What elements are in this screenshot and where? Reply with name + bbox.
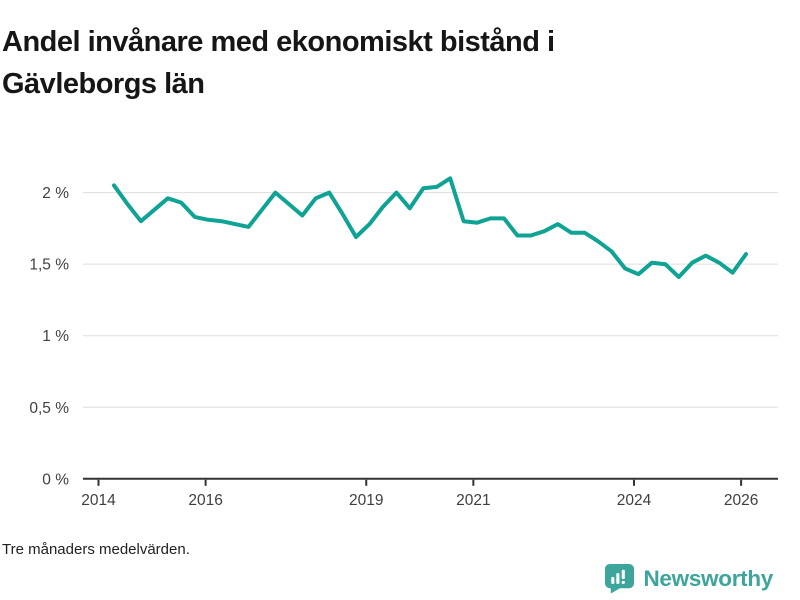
data-line-series (112, 176, 748, 279)
x-axis-tick-label: 2026 (724, 492, 758, 509)
exclamation-dot (622, 580, 626, 584)
x-axis-tick-label: 2024 (617, 492, 652, 509)
x-axis-tick-label: 2019 (349, 492, 383, 509)
y-axis-tick-label: 2 % (42, 185, 69, 202)
y-axis-tick-label: 1,5 % (29, 257, 69, 274)
x-axis-tick-label: 2021 (456, 492, 490, 509)
newsworthy-logo: Newsworthy (604, 563, 773, 594)
chart-title: Andel invånare med ekonomiskt bistånd i … (2, 26, 555, 101)
x-axis-tick-label: 2016 (188, 492, 222, 509)
y-axis-tick-label: 0,5 % (29, 400, 69, 417)
exclamation-bar (622, 569, 626, 579)
y-axis-tick-label: 1 % (42, 328, 69, 345)
speech-bubble-bar-chart-icon (605, 563, 635, 594)
speech-bubble-shape (605, 563, 635, 594)
line-chart: 0 % 0,5 % 1 % 1,5 % 2 % 2014 2016 2019 2021 2024 2… (29, 176, 778, 509)
x-axis-tick-label: 2014 (81, 492, 116, 509)
chart-footnote: Tre månaders medelvärden. (2, 541, 190, 558)
bar-tall (616, 573, 620, 584)
newsworthy-logo-text: Newsworthy (643, 565, 773, 591)
y-axis-tick-label: 0 % (42, 471, 69, 488)
bar-small (611, 577, 615, 584)
